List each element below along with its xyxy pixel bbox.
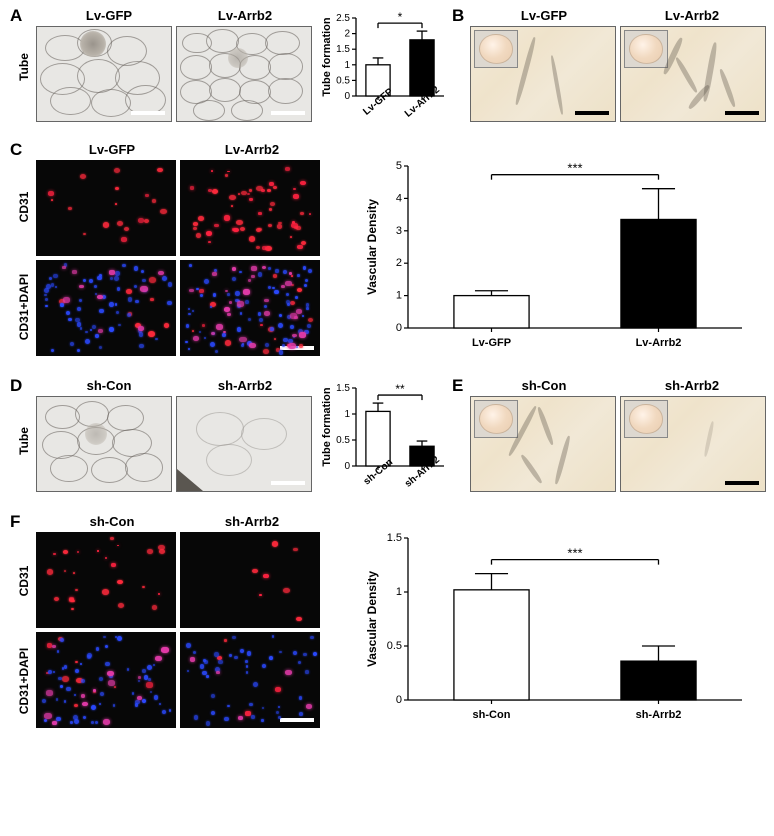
svg-text:Tube formation: Tube formation (321, 387, 333, 467)
svg-text:1: 1 (344, 60, 350, 71)
panel-c-merge-1 (36, 260, 176, 356)
panel-d-cond-1: sh-Con (44, 378, 174, 393)
panel-a-label: A (10, 6, 22, 26)
svg-text:Tube formation: Tube formation (321, 17, 333, 97)
panel-b-cond-2: Lv-Arrb2 (620, 8, 764, 23)
panel-e-label: E (452, 376, 463, 396)
matrigel-plug-inset (474, 400, 518, 438)
svg-text:sh-Con: sh-Con (473, 709, 511, 721)
svg-text:1.5: 1.5 (387, 532, 402, 544)
panel-e-img-2 (620, 396, 766, 492)
panel-f-row1: CD31 (17, 551, 31, 611)
panel-d-cond-2: sh-Arrb2 (180, 378, 310, 393)
panel-f-row2: CD31+DAPI (17, 641, 31, 721)
svg-text:***: *** (567, 161, 582, 176)
svg-text:2: 2 (396, 257, 402, 269)
panel-c-cond-2: Lv-Arrb2 (184, 142, 320, 157)
panel-f-label: F (10, 512, 20, 532)
svg-text:1.5: 1.5 (336, 383, 350, 394)
matrigel-plug-inset (624, 400, 668, 438)
svg-text:sh-Arrb2: sh-Arrb2 (636, 709, 682, 721)
panel-e-img-1 (470, 396, 616, 492)
panel-b-label: B (452, 6, 464, 26)
svg-text:4: 4 (396, 192, 402, 204)
panel-d-img-1 (36, 396, 172, 492)
svg-text:5: 5 (396, 160, 402, 172)
svg-text:3: 3 (396, 225, 402, 237)
svg-text:Lv-Arrb2: Lv-Arrb2 (636, 337, 682, 349)
panel-c-merge-2 (180, 260, 320, 356)
panel-b-img-1 (470, 26, 616, 122)
svg-text:Lv-GFP: Lv-GFP (472, 337, 511, 349)
panel-c-row1: CD31 (17, 177, 31, 237)
matrigel-plug-inset (624, 30, 668, 68)
svg-text:*: * (398, 10, 403, 24)
svg-text:Vascular Density: Vascular Density (365, 199, 379, 295)
svg-text:Vascular Density: Vascular Density (365, 571, 379, 667)
panel-f-chart: 0 0.5 1 1.5 Vascular Density sh-Con sh-Arrb2 **… (356, 522, 756, 730)
panel-e-cond-2: sh-Arrb2 (620, 378, 764, 393)
panel-e-cond-1: sh-Con (472, 378, 616, 393)
panel-f-cd31-1 (36, 532, 176, 628)
panel-a-rowlabel: Tube (17, 37, 31, 97)
panel-d-img-2 (176, 396, 312, 492)
panel-a-chart: 00.511.522.5Tube formationLv-GFPLv-Arrb2… (316, 6, 448, 134)
panel-c-label: C (10, 140, 22, 160)
panel-f-cond-1: sh-Con (44, 514, 180, 529)
panel-a-img-2 (176, 26, 312, 122)
panel-d-label: D (10, 376, 22, 396)
panel-c-row2: CD31+DAPI (17, 267, 31, 347)
panel-c-chart: 0 1 2 3 4 5 Vascular Density Lv-GFP Lv-Arrb2 *** (356, 150, 756, 358)
panel-a-cond-1: Lv-GFP (44, 8, 174, 23)
svg-text:0: 0 (396, 694, 402, 706)
panel-b-cond-1: Lv-GFP (472, 8, 616, 23)
panel-f-cd31-2 (180, 532, 320, 628)
panel-d-rowlabel: Tube (17, 411, 31, 471)
svg-text:0.5: 0.5 (336, 75, 350, 86)
panel-c-cd31-1 (36, 160, 176, 256)
svg-text:1: 1 (396, 586, 402, 598)
panel-f-merge-1 (36, 632, 176, 728)
svg-text:0.5: 0.5 (336, 435, 350, 446)
svg-text:**: ** (395, 382, 405, 396)
svg-text:***: *** (567, 546, 582, 561)
svg-text:1: 1 (344, 409, 350, 420)
svg-text:2.5: 2.5 (336, 13, 350, 24)
panel-a-cond-2: Lv-Arrb2 (180, 8, 310, 23)
svg-text:0: 0 (396, 322, 402, 334)
panel-a-img-1 (36, 26, 172, 122)
panel-c-cd31-2 (180, 160, 320, 256)
matrigel-plug-inset (474, 30, 518, 68)
panel-b-img-2 (620, 26, 766, 122)
svg-text:0: 0 (344, 91, 350, 102)
panel-f-cond-2: sh-Arrb2 (184, 514, 320, 529)
svg-text:2: 2 (344, 29, 350, 40)
panel-c-cond-1: Lv-GFP (44, 142, 180, 157)
svg-text:0.5: 0.5 (387, 640, 402, 652)
panel-d-chart: 00.511.5Tube formationsh-Consh-Arrb2** (316, 376, 448, 504)
svg-text:0: 0 (344, 461, 350, 472)
svg-text:1.5: 1.5 (336, 44, 350, 55)
panel-f-merge-2 (180, 632, 320, 728)
svg-text:1: 1 (396, 290, 402, 302)
